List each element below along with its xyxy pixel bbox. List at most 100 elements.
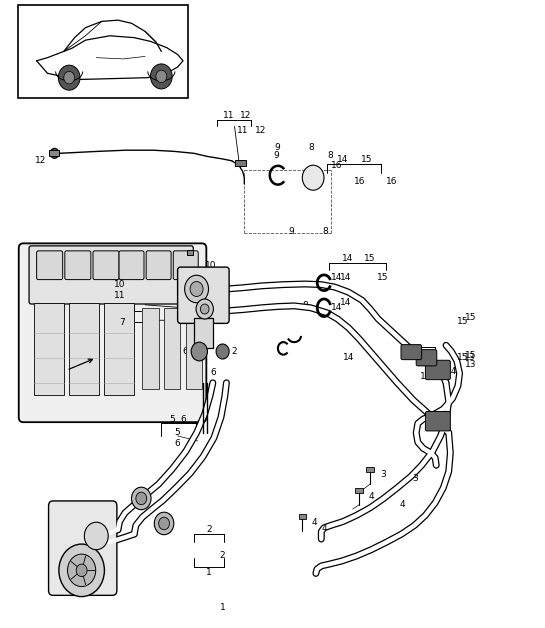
FancyBboxPatch shape (37, 251, 63, 279)
Text: 8: 8 (123, 271, 129, 279)
Circle shape (58, 65, 80, 90)
Text: 4: 4 (312, 517, 317, 527)
Text: 8: 8 (323, 227, 328, 236)
Text: 4: 4 (400, 499, 405, 509)
FancyBboxPatch shape (65, 251, 91, 279)
FancyBboxPatch shape (119, 251, 144, 279)
Text: 9: 9 (274, 143, 280, 151)
FancyBboxPatch shape (401, 345, 422, 360)
FancyBboxPatch shape (146, 251, 171, 279)
Text: 10: 10 (117, 296, 129, 305)
Text: 3: 3 (413, 474, 418, 483)
Text: 5: 5 (175, 428, 180, 437)
Bar (34, 303, 64, 395)
Text: 15: 15 (457, 354, 468, 362)
FancyBboxPatch shape (178, 267, 229, 323)
Circle shape (59, 544, 105, 597)
Circle shape (185, 275, 209, 303)
Text: 10: 10 (113, 280, 125, 289)
FancyBboxPatch shape (29, 246, 193, 304)
Text: 6: 6 (175, 439, 180, 448)
Text: 14: 14 (331, 303, 342, 312)
Text: 14: 14 (343, 354, 354, 362)
Text: 16: 16 (354, 177, 365, 186)
Text: 6: 6 (210, 367, 216, 377)
Text: 5: 5 (169, 414, 175, 423)
Text: 1: 1 (206, 568, 212, 577)
Text: 1: 1 (220, 604, 226, 612)
Text: 3: 3 (380, 470, 386, 479)
Text: 9: 9 (274, 151, 279, 160)
Text: 16: 16 (330, 161, 342, 170)
Bar (17, 4, 189, 99)
Circle shape (159, 517, 169, 529)
Text: 14: 14 (342, 254, 353, 263)
Circle shape (302, 165, 324, 190)
Text: 10: 10 (210, 267, 222, 276)
Bar (187, 249, 193, 254)
Text: 6: 6 (180, 414, 186, 423)
Text: 13: 13 (464, 354, 476, 362)
Circle shape (131, 487, 151, 510)
Circle shape (84, 522, 108, 550)
Text: 11: 11 (113, 291, 125, 300)
Text: 11: 11 (223, 111, 235, 121)
Text: 14: 14 (331, 273, 342, 282)
Text: 12: 12 (256, 126, 267, 135)
Text: 11: 11 (117, 306, 129, 315)
Text: 13: 13 (465, 359, 476, 369)
FancyBboxPatch shape (19, 243, 207, 422)
Circle shape (216, 344, 229, 359)
Text: 15: 15 (361, 155, 372, 164)
Bar (69, 303, 99, 395)
Bar (49, 150, 59, 156)
FancyBboxPatch shape (173, 251, 198, 279)
Bar (105, 303, 134, 395)
Circle shape (191, 342, 208, 361)
Text: 10: 10 (205, 261, 216, 270)
Text: 12: 12 (34, 156, 46, 165)
Bar (186, 308, 202, 389)
Text: 14: 14 (340, 273, 352, 282)
Text: 7: 7 (123, 318, 129, 327)
Text: 14: 14 (446, 367, 457, 376)
Text: 15: 15 (465, 352, 476, 360)
Bar (142, 308, 159, 389)
Text: 9: 9 (123, 281, 129, 290)
Bar (299, 514, 306, 519)
FancyBboxPatch shape (426, 360, 450, 380)
Circle shape (76, 564, 87, 577)
Circle shape (68, 554, 96, 587)
Circle shape (154, 512, 174, 534)
Circle shape (50, 148, 59, 158)
Text: 2: 2 (220, 551, 226, 560)
Text: 14: 14 (420, 372, 431, 381)
Text: 14: 14 (340, 298, 352, 306)
FancyBboxPatch shape (416, 350, 437, 366)
Bar (194, 318, 213, 349)
Circle shape (150, 64, 172, 89)
Text: 11: 11 (237, 126, 249, 135)
Circle shape (136, 492, 147, 505)
Text: 16: 16 (386, 177, 398, 186)
Text: 15: 15 (465, 313, 476, 322)
FancyBboxPatch shape (93, 251, 119, 279)
Text: 17: 17 (77, 583, 88, 592)
Circle shape (201, 304, 209, 314)
Circle shape (196, 299, 214, 319)
FancyBboxPatch shape (49, 501, 117, 595)
Text: 7: 7 (119, 318, 125, 327)
Text: 2: 2 (232, 347, 238, 356)
Bar (355, 489, 363, 494)
Bar (164, 308, 180, 389)
Text: 6: 6 (182, 347, 188, 356)
Circle shape (64, 72, 75, 84)
Text: 2: 2 (206, 525, 212, 534)
Text: 8: 8 (309, 143, 314, 151)
Text: 4: 4 (322, 524, 327, 533)
Text: 9: 9 (289, 227, 294, 236)
Circle shape (156, 70, 167, 83)
Text: 8: 8 (303, 301, 308, 310)
Text: 8: 8 (328, 151, 334, 160)
Text: 14: 14 (337, 155, 349, 164)
